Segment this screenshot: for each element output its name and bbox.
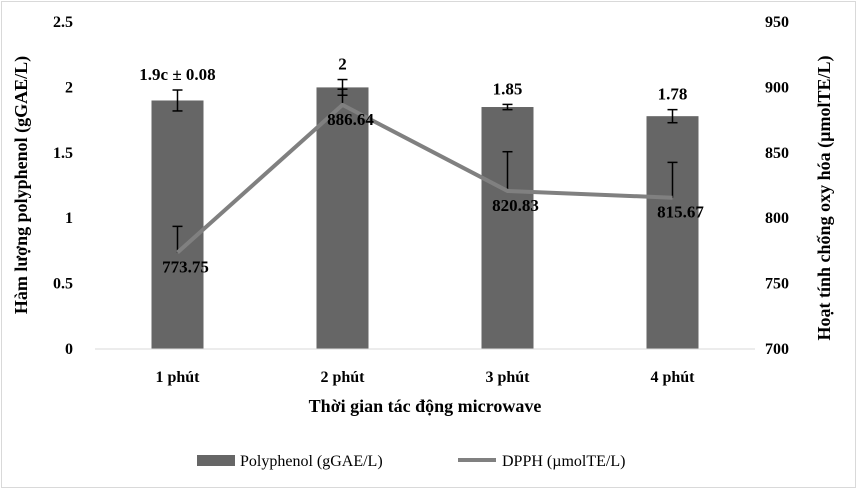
bars (95, 87, 755, 350)
y-tick-label: 2.5 (53, 14, 73, 31)
y2-tick-label: 850 (765, 145, 789, 162)
data-label-polyphenol: 1.85 (493, 79, 523, 98)
y2-tick-label: 700 (765, 341, 789, 358)
y2-tick-label: 750 (765, 276, 789, 293)
y-axis-title: Hàm lượng polyphenol (gGAE/L) (11, 56, 32, 314)
y-tick-label: 2 (65, 79, 73, 96)
data-label-polyphenol: 2 (338, 55, 347, 74)
y-tick-label: 1.5 (53, 145, 73, 162)
x-tick-label: 1 phút (155, 369, 200, 386)
x-tick-label: 4 phút (650, 369, 695, 386)
y2-tick-label: 950 (765, 14, 789, 31)
data-label-dpph: 815.67 (657, 203, 704, 222)
legend-label-polyphenol: Polyphenol (gGAE/L) (240, 453, 383, 470)
bar-polyphenol (316, 87, 369, 350)
x-tick-label: 3 phút (485, 369, 530, 386)
y2-tick-label: 800 (765, 210, 789, 227)
y-tick-label: 1 (65, 210, 73, 227)
data-label-polyphenol: 1.9c ± 0.08 (139, 65, 215, 84)
bar-error-bars (172, 78, 678, 124)
legend-label-dpph: DPPH (µmolTE/L) (502, 453, 625, 470)
legend: Polyphenol (gGAE/L) DPPH (µmolTE/L) (197, 453, 625, 470)
x-tick-label: 2 phút (320, 369, 365, 386)
y-tick-label: 0.5 (53, 276, 73, 293)
x-axis-categories: 1 phút 2 phút 3 phút 4 phút (155, 369, 695, 386)
dpph-line-layer (172, 88, 678, 255)
data-label-dpph: 820.83 (492, 196, 539, 215)
data-labels: 1.9c ± 0.08 2 1.85 1.78 773.75 886.64 820.83 81… (139, 55, 704, 277)
y-tick-label: 0 (65, 341, 73, 358)
y2-tick-label: 900 (765, 79, 789, 96)
line-dpph (176, 102, 673, 255)
data-label-dpph: 886.64 (327, 110, 374, 129)
bar-polyphenol (481, 107, 534, 350)
bar-polyphenol (151, 100, 204, 349)
right-axis: 700 750 800 850 900 950 (765, 14, 789, 358)
y2-axis-title: Hoạt tính chống oxy hóa (µmolTE/L) (814, 56, 835, 341)
data-label-dpph: 773.75 (162, 258, 209, 277)
data-label-polyphenol: 1.78 (658, 85, 688, 104)
x-axis-title: Thời gian tác động microwave (309, 396, 542, 416)
legend-swatch-polyphenol (197, 455, 235, 466)
left-axis: 0 0.5 1 1.5 2 2.5 (53, 14, 73, 358)
bar-polyphenol (646, 116, 699, 350)
